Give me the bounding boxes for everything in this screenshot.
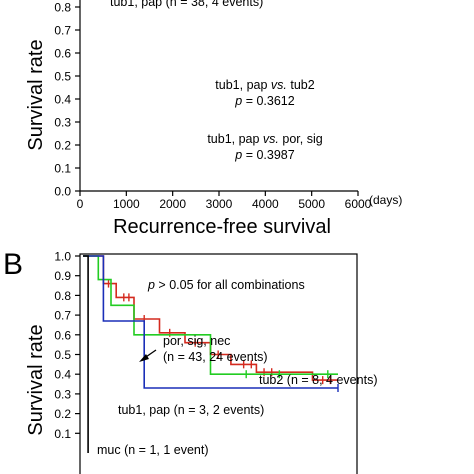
panel-a-y-axis-label: Survival rate	[25, 39, 47, 150]
comparison-1-label: tub1, pap vs. tub2	[215, 78, 314, 92]
comparison-2-p-value: p = 0.3987	[234, 148, 294, 162]
panel-a-x-tick-label: 4000	[252, 197, 279, 211]
km-curve-muc	[83, 255, 89, 453]
panel-a-y-tick-label: 0.2	[54, 139, 71, 153]
panel-a-x-tick-label: 5000	[298, 197, 325, 211]
panel-b-letter: B	[3, 248, 23, 281]
comparison-1-p-value: p = 0.3612	[234, 94, 294, 108]
panel-a-x-axis-label: Recurrence-free survival	[113, 216, 331, 238]
panel-b-plot-frame	[79, 253, 358, 474]
panel-b-y-tick-label: 0.5	[54, 348, 71, 362]
panel-b-y-tick-label: 0.2	[54, 407, 71, 421]
panel-a-x-tick-label: 1000	[113, 197, 140, 211]
panel-a-x-tick-label: 6000	[345, 197, 372, 211]
km-curves	[83, 255, 339, 453]
panel-a-y-tick-label: 0.8	[54, 1, 71, 15]
panel-b-y-tick-label: 0.6	[54, 328, 71, 342]
panel-a-x-ticks: 0 1000 2000 3000 4000 5000 6000	[77, 191, 372, 211]
panel-b-y-ticks: 1.0 0.9 0.8 0.7 0.6 0.5 0.4 0.3 0.2 0.1	[54, 250, 80, 441]
comparison-2-label: tub1, pap vs. por, sig	[207, 132, 322, 146]
panel-b: B 1.0 0.9 0.8 0.7 0.6 0.5 0.4 0.3 0.2 0.1 Surviva…	[3, 248, 377, 474]
panel-b-y-axis-label: Survival rate	[25, 324, 47, 435]
por-arrow-head	[139, 354, 149, 362]
panel-a-x-tick-label: 2000	[159, 197, 186, 211]
panel-a-y-tick-label: 0.0	[54, 185, 71, 199]
panel-a: tub1, pap (n = 38, 4 events) 0.00.10.20.…	[25, 0, 402, 238]
label-por-sig-nec: por, sig, nec	[163, 334, 230, 348]
panel-b-y-tick-label: 0.4	[54, 368, 71, 382]
panel-b-y-tick-label: 1.0	[54, 250, 71, 264]
panel-a-x-tick-label: 3000	[206, 197, 233, 211]
panel-b-y-tick-label: 0.7	[54, 309, 71, 323]
panel-a-y-tick-label: 0.7	[54, 24, 71, 38]
panel-a-y-tick-label: 0.1	[54, 162, 71, 176]
label-tub1-pap: tub1, pap (n = 3, 2 events)	[118, 403, 264, 417]
panel-b-y-tick-label: 0.9	[54, 269, 71, 283]
panel-a-x-tick-label: 0	[77, 197, 84, 211]
label-tub2: tub2 (n = 8, 4 events)	[259, 373, 377, 387]
panel-b-y-tick-label: 0.3	[54, 387, 71, 401]
panel-a-x-unit: (days)	[369, 193, 402, 207]
km-curve-tub2	[83, 255, 338, 375]
panel-a-y-tick-label: 0.6	[54, 47, 71, 61]
panel-a-y-tick-label: 0.5	[54, 70, 71, 84]
panel-b-y-tick-label: 0.1	[54, 427, 71, 441]
panel-b-p-note: p > 0.05 for all combinations	[147, 278, 305, 292]
km-curve-tub1-pap	[83, 255, 338, 389]
panel-b-y-tick-label: 0.8	[54, 289, 71, 303]
panel-a-y-tick-label: 0.3	[54, 116, 71, 130]
panel-a-legend-top: tub1, pap (n = 38, 4 events)	[110, 0, 263, 9]
panel-a-y-ticks: 0.0 0.1 0.2 0.3 0.4 0.5 0.6 0.7 0.8	[54, 1, 80, 199]
km-curve-por-sig-nec	[83, 255, 338, 381]
panel-a-y-tick-label: 0.4	[54, 93, 71, 107]
label-por-sig-nec-count: (n = 43, 24 events)	[163, 350, 268, 364]
label-muc: muc (n = 1, 1 event)	[97, 443, 209, 457]
